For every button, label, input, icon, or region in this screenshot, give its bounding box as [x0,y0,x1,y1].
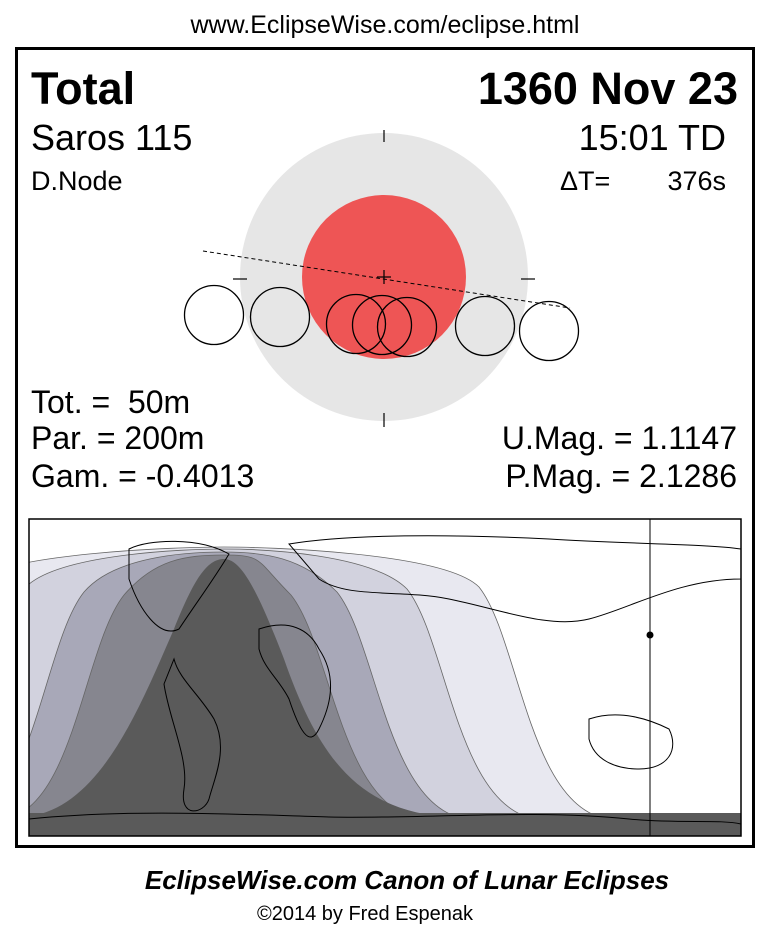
delta-t-value: 376s [667,166,726,196]
total-visibility-zone [29,559,741,836]
totality-duration: Tot. = 50m [31,384,190,420]
eclipse-time: 15:01 TD [579,117,726,158]
footer-copyright: ©2014 by Fred Espenak [257,903,474,925]
moon-p1 [183,284,245,346]
moon-p4 [518,300,580,362]
saros: Saros 115 [31,117,192,158]
axis-ticks [233,130,535,427]
moon-greatest [351,294,413,356]
south-polar-zone [29,813,741,836]
coastline-5 [588,714,674,770]
moon-u3 [376,296,438,358]
url-header: www.EclipseWise.com/eclipse.html [190,11,580,39]
moon-p2 [249,286,311,348]
eclipse-type: Total [31,63,135,114]
moon-path [202,250,571,309]
coastline-3 [128,540,230,632]
coastline-1 [163,657,221,812]
greatest-eclipse-point [646,631,654,639]
shadow-diagram [183,130,580,427]
gamma: Gam. = -0.4013 [31,458,254,494]
coastline-4 [288,535,741,623]
coastline-2 [258,624,332,738]
visibility-map [28,518,742,837]
node: D.Node [31,166,123,196]
footer-title: EclipseWise.com Canon of Lunar Eclipses [145,865,669,895]
partial-duration: Par. = 200m [31,420,204,456]
moon-positions [183,284,580,362]
eclipse-date: 1360 Nov 23 [478,63,738,114]
coastline-6 [29,812,741,825]
umbral-magnitude: U.Mag. = 1.1147 [502,420,737,456]
delta-t-label: ΔT= [560,166,610,196]
moon-u4 [454,295,516,357]
penumbral-magnitude: P.Mag. = 2.1286 [505,458,737,494]
moon-u2 [325,293,387,355]
